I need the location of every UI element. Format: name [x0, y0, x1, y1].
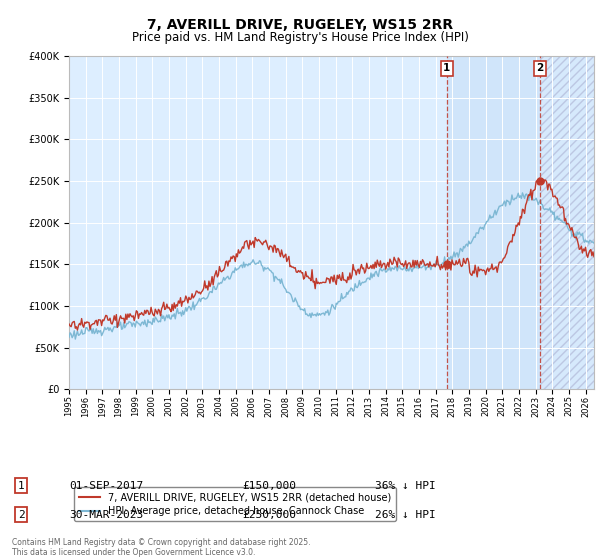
Text: Contains HM Land Registry data © Crown copyright and database right 2025.
This d: Contains HM Land Registry data © Crown c…	[12, 538, 311, 557]
Bar	[540, 56, 596, 389]
Bar	[540, 56, 596, 389]
Text: 7, AVERILL DRIVE, RUGELEY, WS15 2RR: 7, AVERILL DRIVE, RUGELEY, WS15 2RR	[147, 18, 453, 32]
Text: 1: 1	[443, 63, 451, 73]
Text: 01-SEP-2017: 01-SEP-2017	[70, 480, 144, 491]
Text: 2: 2	[536, 63, 544, 73]
Text: 30-MAR-2023: 30-MAR-2023	[70, 510, 144, 520]
Legend: 7, AVERILL DRIVE, RUGELEY, WS15 2RR (detached house), HPI: Average price, detach: 7, AVERILL DRIVE, RUGELEY, WS15 2RR (det…	[74, 487, 396, 521]
Text: Price paid vs. HM Land Registry's House Price Index (HPI): Price paid vs. HM Land Registry's House …	[131, 31, 469, 44]
Text: £250,000: £250,000	[242, 510, 296, 520]
Text: 1: 1	[18, 480, 25, 491]
Text: 36% ↓ HPI: 36% ↓ HPI	[375, 480, 436, 491]
Text: 26% ↓ HPI: 26% ↓ HPI	[375, 510, 436, 520]
Text: £150,000: £150,000	[242, 480, 296, 491]
Text: 2: 2	[18, 510, 25, 520]
Bar	[447, 56, 540, 389]
